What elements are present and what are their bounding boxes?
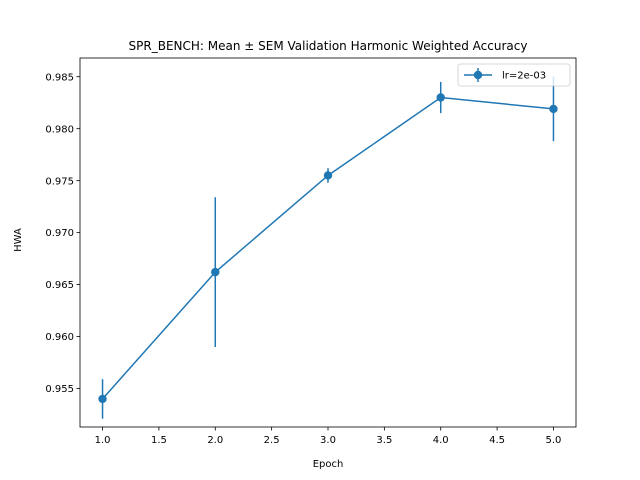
y-tick-label: 0.960 <box>45 332 74 343</box>
x-tick-label: 1.5 <box>151 435 167 446</box>
data-point <box>436 93 445 102</box>
axes-frame <box>79 57 577 428</box>
data-point <box>323 171 333 180</box>
y-tick-label: 0.965 <box>45 280 74 291</box>
data-point <box>98 394 107 404</box>
data-point <box>211 267 220 277</box>
y-tick-label: 0.985 <box>45 72 74 83</box>
axes: 1.0 1.5 2.0 2.5 3.0 3.5 4.0 4.5 5.0 0.955 0.960 0.9… <box>45 57 577 446</box>
y-axis-label: HWA <box>13 228 24 252</box>
x-tick-label: 1.0 <box>95 435 111 446</box>
data-point <box>549 104 558 114</box>
x-tick-label: 3.5 <box>376 435 392 446</box>
x-tick-label: 2.0 <box>207 435 223 446</box>
y-tick-label: 0.980 <box>45 124 74 135</box>
plot-area <box>98 76 558 419</box>
legend-box <box>457 63 571 87</box>
legend-marker <box>473 70 483 80</box>
x-tick-label: 2.5 <box>264 435 280 446</box>
y-tick-label: 0.955 <box>45 384 74 395</box>
y-tick-label: 0.970 <box>45 228 74 239</box>
x-tick-label: 3.0 <box>320 435 336 446</box>
series-line <box>101 96 554 400</box>
y-tick-label: 0.975 <box>45 176 74 187</box>
chart-title: SPR_BENCH: Mean ± SEM Validation Harmoni… <box>129 39 528 53</box>
x-axis-label: Epoch <box>313 459 344 470</box>
legend-label: lr=2e-03 <box>502 71 546 82</box>
x-tick-label: 4.0 <box>433 435 449 446</box>
x-tick-label: 5.0 <box>546 435 562 446</box>
legend: lr=2e-03 <box>457 63 571 87</box>
x-tick-label: 4.5 <box>489 435 505 446</box>
